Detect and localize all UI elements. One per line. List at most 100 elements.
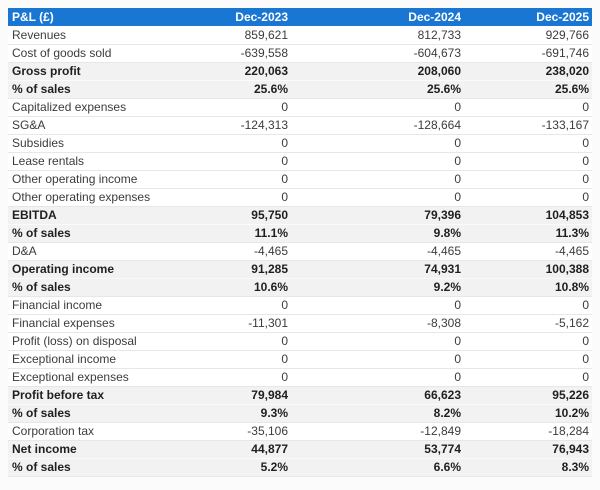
cell-value: 220,063 (171, 62, 291, 81)
table-row: Revenues 859,621 812,733 929,766 (8, 26, 592, 45)
table-row: Financial income 0 0 0 (8, 296, 592, 315)
table-row: Gross profit 220,063 208,060 238,020 (8, 62, 592, 81)
cell-value: 812,733 (291, 26, 464, 45)
cell-value: 9.8% (291, 224, 464, 243)
table-row: SG&A -124,313 -128,664 -133,167 (8, 116, 592, 135)
column-header-year-2: Dec-2024 (291, 8, 464, 26)
cell-value: 10.2% (464, 404, 592, 423)
table-row: Lease rentals 0 0 0 (8, 152, 592, 171)
row-label: Revenues (8, 26, 171, 45)
cell-value: 66,623 (291, 386, 464, 405)
cell-value: 0 (291, 98, 464, 117)
cell-value: 0 (291, 332, 464, 351)
cell-value: 79,984 (171, 386, 291, 405)
table-row: Net income 44,877 53,774 76,943 (8, 440, 592, 459)
cell-value: 0 (171, 170, 291, 189)
cell-value: 0 (291, 296, 464, 315)
row-label: Financial income (8, 296, 171, 315)
cell-value: -604,673 (291, 44, 464, 63)
cell-value: -691,746 (464, 44, 592, 63)
cell-value: 91,285 (171, 260, 291, 279)
table-row: EBITDA 95,750 79,396 104,853 (8, 206, 592, 225)
cell-value: 0 (464, 296, 592, 315)
cell-value: 0 (171, 152, 291, 171)
cell-value: 100,388 (464, 260, 592, 279)
cell-value: 5.2% (171, 458, 291, 477)
cell-value: 929,766 (464, 26, 592, 45)
cell-value: 0 (464, 368, 592, 387)
cell-value: 95,226 (464, 386, 592, 405)
cell-value: 0 (171, 350, 291, 369)
column-header-year-1: Dec-2023 (171, 8, 291, 26)
row-label: Profit before tax (8, 386, 171, 405)
pl-table-body: Revenues 859,621 812,733 929,766 Cost of goo… (8, 26, 592, 477)
table-row: Operating income 91,285 74,931 100,388 (8, 260, 592, 279)
row-label: Financial expenses (8, 314, 171, 333)
cell-value: 0 (464, 170, 592, 189)
cell-value: 8.3% (464, 458, 592, 477)
row-label: EBITDA (8, 206, 171, 225)
cell-value: -12,849 (291, 422, 464, 441)
cell-value: -4,465 (291, 242, 464, 261)
row-label: Operating income (8, 260, 171, 279)
cell-value: 104,853 (464, 206, 592, 225)
table-row: Exceptional income 0 0 0 (8, 350, 592, 369)
row-label: D&A (8, 242, 171, 261)
cell-value: 11.3% (464, 224, 592, 243)
cell-value: 0 (291, 134, 464, 153)
cell-value: 0 (464, 98, 592, 117)
header-row: P&L (£) Dec-2023 Dec-2024 Dec-2025 (8, 8, 592, 26)
cell-value: 8.2% (291, 404, 464, 423)
cell-value: 0 (171, 188, 291, 207)
cell-value: 25.6% (171, 80, 291, 99)
row-label: SG&A (8, 116, 171, 135)
cell-value: -8,308 (291, 314, 464, 333)
cell-value: 0 (291, 170, 464, 189)
cell-value: 76,943 (464, 440, 592, 459)
row-label: Exceptional income (8, 350, 171, 369)
cell-value: 0 (171, 332, 291, 351)
row-label: % of sales (8, 80, 171, 99)
cell-value: 10.8% (464, 278, 592, 297)
cell-value: 859,621 (171, 26, 291, 45)
cell-value: 0 (291, 152, 464, 171)
cell-value: 0 (464, 188, 592, 207)
table-row: % of sales 10.6% 9.2% 10.8% (8, 278, 592, 297)
table-row: Corporation tax -35,106 -12,849 -18,284 (8, 422, 592, 441)
row-label: % of sales (8, 404, 171, 423)
table-row: Cost of goods sold -639,558 -604,673 -691,7… (8, 44, 592, 63)
pl-statement: P&L (£) Dec-2023 Dec-2024 Dec-2025 Reven… (8, 8, 592, 477)
cell-value: 53,774 (291, 440, 464, 459)
column-header-year-3: Dec-2025 (464, 8, 592, 26)
table-row: Capitalized expenses 0 0 0 (8, 98, 592, 117)
row-label: % of sales (8, 458, 171, 477)
cell-value: -18,284 (464, 422, 592, 441)
cell-value: 0 (464, 350, 592, 369)
row-label: Other operating expenses (8, 188, 171, 207)
table-row: Financial expenses -11,301 -8,308 -5,162 (8, 314, 592, 333)
cell-value: 74,931 (291, 260, 464, 279)
cell-value: -639,558 (171, 44, 291, 63)
cell-value: 44,877 (171, 440, 291, 459)
cell-value: 25.6% (464, 80, 592, 99)
cell-value: 0 (291, 368, 464, 387)
row-label: Cost of goods sold (8, 44, 171, 63)
cell-value: 9.3% (171, 404, 291, 423)
row-label: Exceptional expenses (8, 368, 171, 387)
row-label: % of sales (8, 278, 171, 297)
row-label: Other operating income (8, 170, 171, 189)
row-label: Corporation tax (8, 422, 171, 441)
row-label: Subsidies (8, 134, 171, 153)
cell-value: 10.6% (171, 278, 291, 297)
table-row: % of sales 9.3% 8.2% 10.2% (8, 404, 592, 423)
cell-value: -133,167 (464, 116, 592, 135)
table-row: % of sales 25.6% 25.6% 25.6% (8, 80, 592, 99)
cell-value: 0 (464, 332, 592, 351)
cell-value: -128,664 (291, 116, 464, 135)
cell-value: -4,465 (171, 242, 291, 261)
cell-value: 95,750 (171, 206, 291, 225)
cell-value: 79,396 (291, 206, 464, 225)
row-label: Lease rentals (8, 152, 171, 171)
cell-value: 0 (171, 134, 291, 153)
cell-value: 0 (171, 296, 291, 315)
